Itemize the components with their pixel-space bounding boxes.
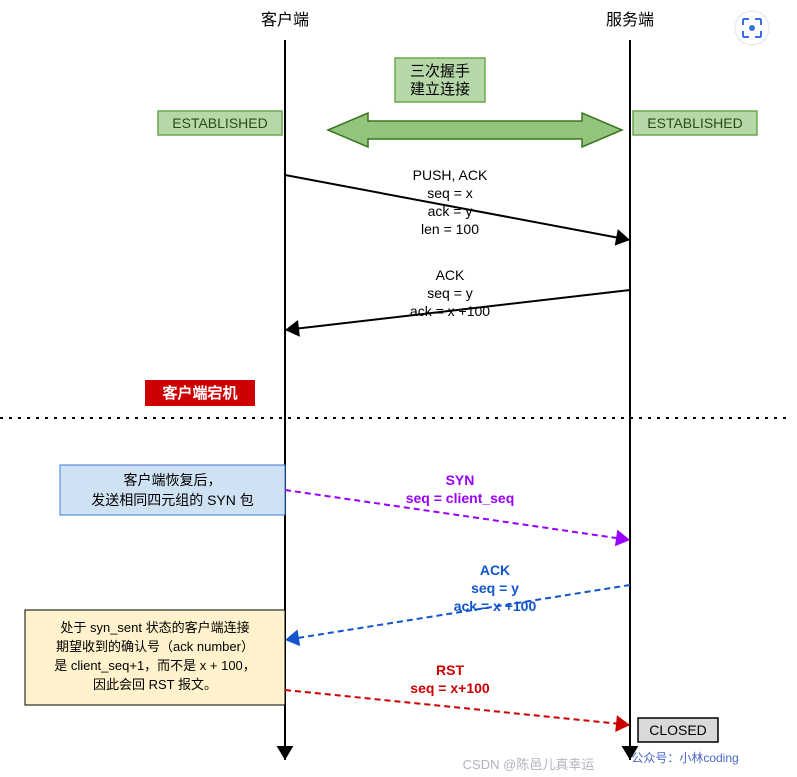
svg-text:seq = client_seq: seq = client_seq: [406, 490, 515, 506]
svg-text:ack = x +100: ack = x +100: [454, 598, 537, 614]
svg-text:发送相同四元组的 SYN 包: 发送相同四元组的 SYN 包: [91, 492, 254, 508]
svg-text:ack = y: ack = y: [428, 203, 473, 219]
svg-text:处于 syn_sent 状态的客户端连接: 处于 syn_sent 状态的客户端连接: [60, 620, 249, 635]
svg-text:公众号：小林coding: 公众号：小林coding: [631, 751, 738, 765]
svg-text:seq = x+100: seq = x+100: [410, 680, 490, 696]
svg-text:ACK: ACK: [436, 267, 465, 283]
sequence-diagram: 客户端 服务端三次握手建立连接 ESTABLISHED ESTABLISHED PUSH…: [0, 0, 797, 777]
svg-text:CLOSED: CLOSED: [649, 722, 707, 738]
svg-text:ACK: ACK: [480, 562, 510, 578]
svg-text:是 client_seq+1，而不是 x + 100，: 是 client_seq+1，而不是 x + 100，: [54, 658, 256, 673]
svg-text:客户端恢复后，: 客户端恢复后，: [124, 472, 222, 488]
svg-text:建立连接: 建立连接: [410, 81, 470, 98]
svg-text:ESTABLISHED: ESTABLISHED: [647, 115, 742, 131]
svg-text:seq = y: seq = y: [471, 580, 519, 596]
svg-text:PUSH, ACK: PUSH, ACK: [413, 167, 488, 183]
svg-text:SYN: SYN: [446, 472, 475, 488]
svg-text:三次握手: 三次握手: [410, 63, 470, 80]
svg-text:期望收到的确认号（ack number）: 期望收到的确认号（ack number）: [56, 639, 254, 654]
svg-text:ESTABLISHED: ESTABLISHED: [172, 115, 267, 131]
svg-text:ack = x +100: ack = x +100: [410, 303, 490, 319]
svg-text:客户端宕机: 客户端宕机: [161, 384, 237, 402]
svg-text:客户端: 客户端: [261, 11, 309, 29]
svg-text:seq = y: seq = y: [427, 285, 473, 301]
svg-text:因此会回 RST 报文。: 因此会回 RST 报文。: [93, 677, 217, 692]
svg-text:seq = x: seq = x: [427, 185, 473, 201]
svg-text:len = 100: len = 100: [421, 221, 479, 237]
svg-text:CSDN @陈邑儿真幸运: CSDN @陈邑儿真幸运: [463, 757, 595, 772]
svg-text:服务端: 服务端: [606, 11, 654, 29]
svg-text:RST: RST: [436, 662, 464, 678]
